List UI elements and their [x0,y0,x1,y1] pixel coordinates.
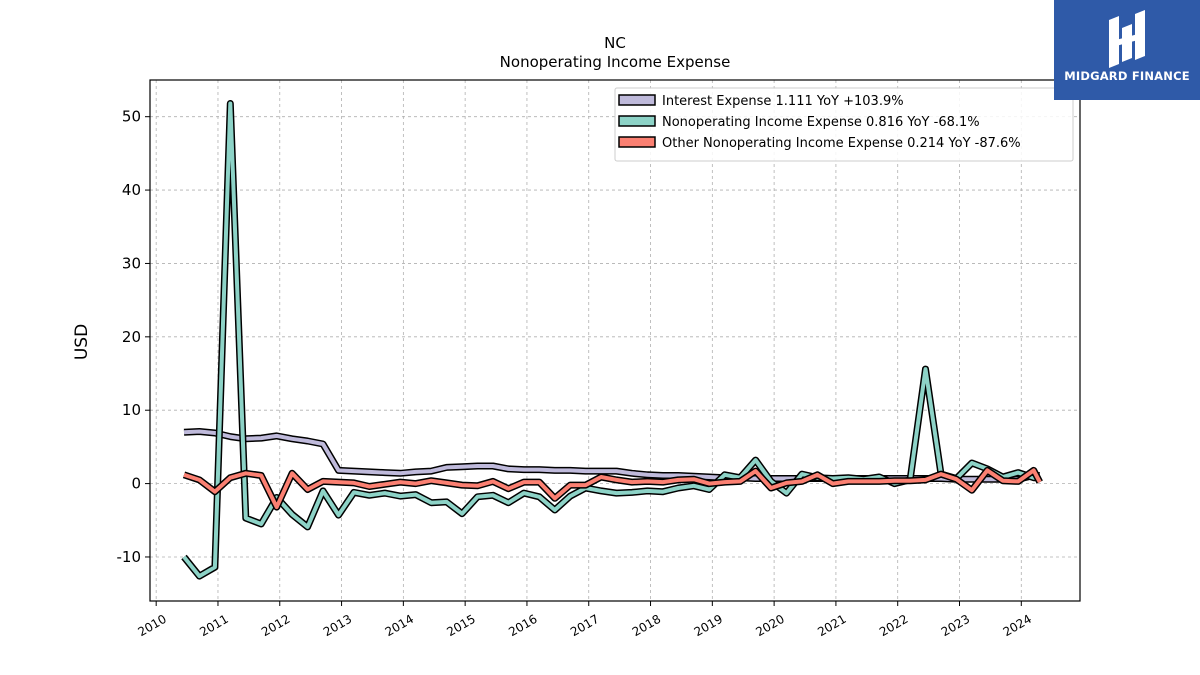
x-tick-label: 2017 [568,612,601,639]
x-tick-label: 2015 [444,612,477,639]
legend: Interest Expense 1.111 YoY +103.9% Nonope… [614,87,1074,162]
x-tick-label: 2016 [506,612,539,639]
chart-title: NC [604,34,626,52]
y-tick-label: 20 [122,328,141,346]
y-axis-label: USD [72,324,92,360]
y-tick-label: 40 [122,181,141,199]
legend-label: Interest Expense 1.111 YoY +103.9% [662,94,904,109]
legend-swatch [618,115,656,127]
midgard-logo-icon [1109,10,1145,68]
legend-box [614,87,1074,162]
y-tick-label: 30 [122,254,141,272]
x-tick-label: 2018 [630,612,663,639]
chart-subtitle: Nonoperating Income Expense [500,53,731,71]
legend-label: Other Nonoperating Income Expense 0.214 … [662,136,1021,151]
x-tick-label: 2012 [259,612,292,639]
x-tick-label: 2024 [1001,612,1034,639]
y-tick-label: 10 [122,401,141,419]
x-tick-label: 2023 [939,612,972,639]
x-tick-label: 2022 [877,612,910,639]
x-tick-label: 2021 [815,612,848,639]
x-tick-label: 2010 [135,612,168,639]
x-tick-label: 2020 [753,612,786,639]
x-tick-label: 2019 [692,612,725,639]
brand-logo: MIDGARD FINANCE [1054,0,1200,100]
x-tick-label: 2014 [383,612,416,639]
series-outline [181,100,1040,580]
axes: 2010 2011 2012 2013 2014 2015 2016 2017 2018 2019… [117,108,1035,640]
grid [150,80,1080,601]
y-tick-label: 0 [131,475,141,493]
brand-name: MIDGARD FINANCE [1064,69,1190,83]
x-tick-label: 2011 [197,612,230,639]
legend-label: Nonoperating Income Expense 0.816 YoY -6… [662,115,980,130]
series-layer [181,100,1043,580]
legend-swatch [618,94,656,106]
series-line [182,101,1040,579]
y-tick-label: 50 [122,108,141,126]
plot-frame [149,79,1081,602]
x-tick-label: 2013 [321,612,354,639]
legend-swatch [618,136,656,148]
y-tick-label: -10 [117,548,142,566]
series-line [183,468,1042,510]
